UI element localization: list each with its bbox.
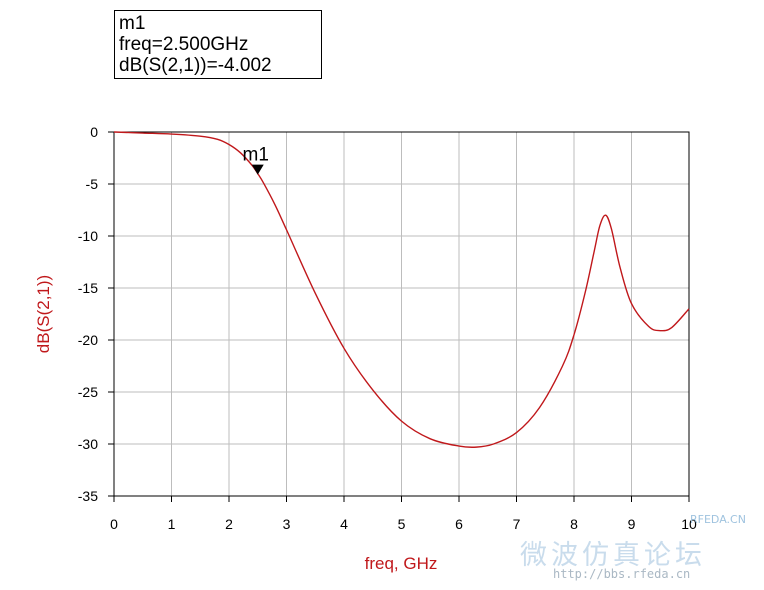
- grid-lines: [114, 132, 689, 496]
- y-tick-label: -10: [78, 228, 98, 244]
- x-tick-label: 5: [398, 516, 406, 532]
- x-tick-label: 9: [628, 516, 636, 532]
- marker-value-readout: dB(S(2,1))=-4.002: [119, 55, 272, 76]
- y-tick-label: -5: [86, 176, 99, 192]
- x-tick-label: 0: [110, 516, 118, 532]
- s21-trace: [113, 131, 690, 449]
- y-tick-label: -30: [78, 436, 98, 452]
- marker-freq-readout: freq=2.500GHz: [119, 34, 249, 55]
- x-tick-label: 8: [570, 516, 578, 532]
- watermark-site-name: 微波仿真论坛: [520, 540, 706, 571]
- x-tick-label: 2: [225, 516, 233, 532]
- x-tick-label: 10: [681, 516, 697, 532]
- x-axis-label: freq, GHz: [365, 554, 438, 573]
- y-tick-label: -35: [78, 488, 98, 504]
- marker-m1-triangle-icon[interactable]: [251, 164, 264, 175]
- y-axis-label: dB(S(2,1)): [34, 275, 53, 353]
- y-tick-label: -25: [78, 384, 98, 400]
- x-tick-label: 3: [283, 516, 291, 532]
- axis-ticks: 0 1 2 3 4 5 6 7 8 9 10 0 -5 -10 -15 -20 -25 -30 -35: [78, 124, 697, 532]
- y-tick-label: -20: [78, 332, 98, 348]
- marker-readout-box[interactable]: m1 freq=2.500GHz dB(S(2,1))=-4.002: [114, 10, 322, 79]
- x-tick-label: 4: [340, 516, 348, 532]
- x-tick-label: 1: [168, 516, 176, 532]
- watermark-url: http://bbs.rfeda.cn: [553, 567, 691, 581]
- x-tick-label: 7: [513, 516, 521, 532]
- watermark-logo-text: RFEDA.CN: [690, 513, 746, 526]
- marker-name: m1: [119, 13, 146, 34]
- x-tick-label: 6: [455, 516, 463, 532]
- y-tick-label: 0: [90, 124, 98, 140]
- y-tick-label: -15: [78, 280, 98, 296]
- marker-m1-label: m1: [243, 145, 269, 166]
